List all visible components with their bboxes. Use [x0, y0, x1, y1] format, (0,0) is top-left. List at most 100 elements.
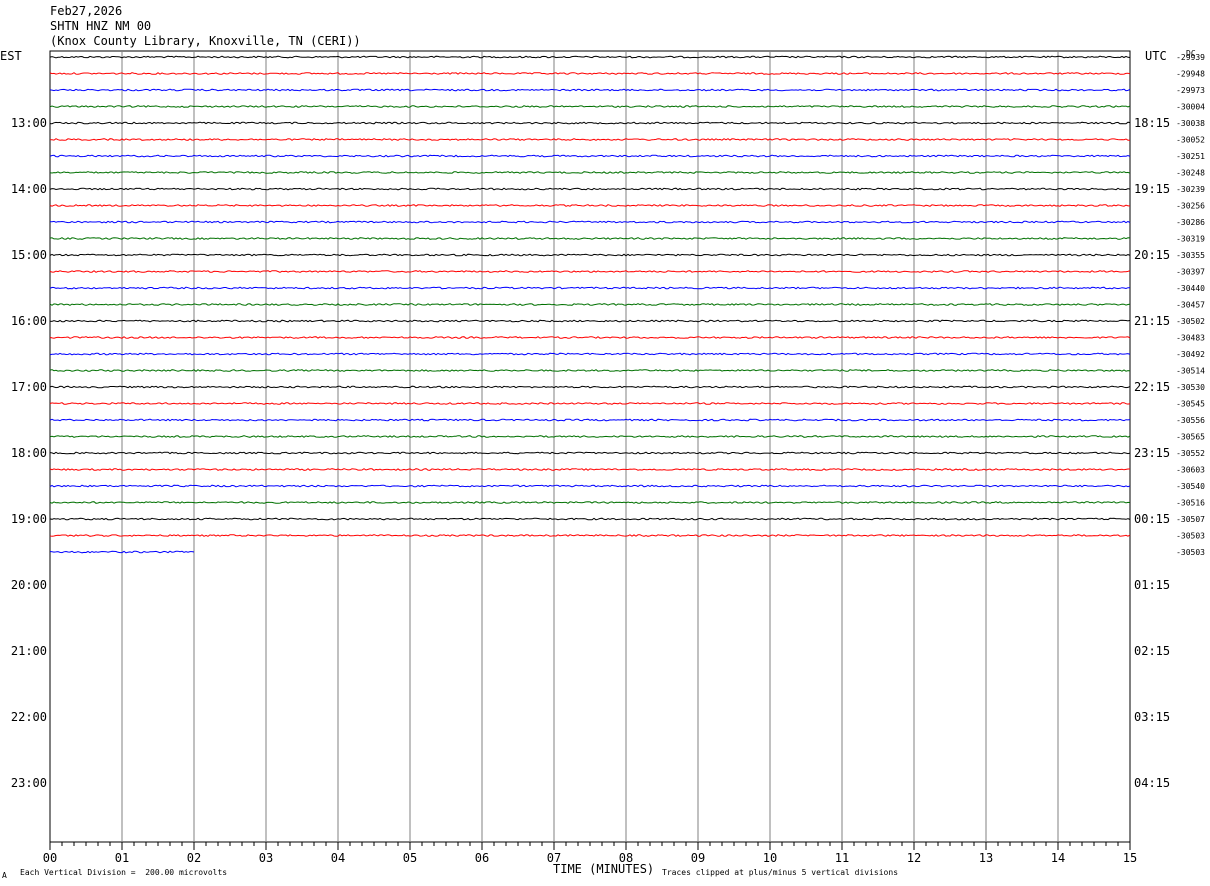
seismic-trace — [49, 385, 1131, 389]
seismic-trace — [50, 220, 1131, 224]
dc-offset-label: -30256 — [1176, 202, 1205, 211]
dc-offset-label: -29973 — [1176, 86, 1205, 95]
dc-offset-label: -30507 — [1176, 515, 1205, 524]
left-hour-label: 14:00 — [11, 182, 47, 196]
right-hour-label: 23:15 — [1134, 446, 1170, 460]
dc-offset-label: -30502 — [1176, 317, 1205, 326]
x-tick-label: 15 — [1123, 851, 1137, 865]
x-tick-label: 02 — [187, 851, 201, 865]
right-zone-label: UTC — [1145, 49, 1167, 63]
dc-offset-label: -30286 — [1176, 218, 1205, 227]
seismic-trace — [49, 72, 1131, 75]
dc-offset-label: -30440 — [1176, 284, 1205, 293]
seismic-trace — [49, 319, 1131, 323]
x-tick-label: 00 — [43, 851, 57, 865]
left-hour-label: 20:00 — [11, 578, 47, 592]
dc-offset-label: -30397 — [1176, 268, 1205, 277]
dc-offset-label: -30503 — [1176, 532, 1205, 541]
seismic-trace — [49, 88, 1131, 92]
seismic-trace — [49, 105, 1131, 108]
x-tick-label: 10 — [763, 851, 777, 865]
seismic-trace — [49, 501, 1131, 504]
dc-offset-label: -30530 — [1176, 383, 1205, 392]
seismic-trace — [49, 484, 1131, 488]
dc-offset-label: -30603 — [1176, 466, 1205, 475]
seismic-trace — [49, 336, 1131, 339]
seismic-trace — [49, 534, 1131, 537]
x-tick-label: 06 — [475, 851, 489, 865]
seismic-trace — [49, 270, 1131, 273]
seismic-trace — [49, 286, 1131, 290]
seismic-trace — [49, 402, 1131, 405]
right-hour-label: 00:15 — [1134, 512, 1170, 526]
seismic-trace — [49, 138, 1131, 141]
right-hour-label: 04:15 — [1134, 776, 1170, 790]
x-tick-label: 08 — [619, 851, 633, 865]
dc-offset-label: -29948 — [1176, 70, 1205, 79]
dc-offset-label: -29939 — [1176, 53, 1205, 62]
seismic-trace — [49, 154, 1131, 158]
left-hour-label: 22:00 — [11, 710, 47, 724]
x-tick-label: 12 — [907, 851, 921, 865]
dc-offset-label: -30552 — [1176, 449, 1205, 458]
seismic-trace — [49, 451, 1131, 455]
left-hour-label: 15:00 — [11, 248, 47, 262]
left-hour-label: 19:00 — [11, 512, 47, 526]
dc-offset-label: -30483 — [1176, 334, 1205, 343]
seismic-trace — [49, 369, 1131, 372]
dc-offset-label: -30556 — [1176, 416, 1205, 425]
dc-offset-label: -30248 — [1176, 169, 1205, 178]
seismic-trace — [49, 468, 1130, 471]
dc-offset-label: -30565 — [1176, 433, 1205, 442]
x-tick-label: 04 — [331, 851, 345, 865]
left-hour-label: 17:00 — [11, 380, 47, 394]
seismic-trace — [49, 517, 1131, 521]
seismic-trace — [49, 418, 1131, 422]
dc-offset-label: -30052 — [1176, 136, 1205, 145]
right-hour-label: 22:15 — [1134, 380, 1170, 394]
dc-offset-label: -30516 — [1176, 499, 1205, 508]
x-tick-label: 05 — [403, 851, 417, 865]
date-label: Feb27,2026 — [50, 4, 123, 18]
left-hour-label: 18:00 — [11, 446, 47, 460]
x-tick-label: 14 — [1051, 851, 1065, 865]
right-hour-label: 20:15 — [1134, 248, 1170, 262]
right-hour-label: 18:15 — [1134, 116, 1170, 130]
x-tick-label: 01 — [115, 851, 129, 865]
seismic-trace — [49, 187, 1131, 191]
right-hour-label: 03:15 — [1134, 710, 1170, 724]
left-hour-label: 13:00 — [11, 116, 47, 130]
dc-offset-label: -30038 — [1176, 119, 1205, 128]
dc-offset-label: -30492 — [1176, 350, 1205, 359]
vertical-division-note: Each Vertical Division = 200.00 microvol… — [20, 868, 228, 877]
right-hour-label: 01:15 — [1134, 578, 1170, 592]
seismic-trace — [49, 435, 1131, 438]
seismic-trace — [49, 204, 1130, 207]
seismic-trace — [49, 550, 195, 554]
station-label: SHTN HNZ NM 00 — [50, 19, 152, 33]
seismic-trace — [49, 237, 1131, 240]
right-hour-label: 19:15 — [1134, 182, 1170, 196]
dc-offset-label: -30545 — [1176, 400, 1205, 409]
x-axis-label: TIME (MINUTES) — [553, 862, 655, 876]
footer-mark: A — [2, 871, 7, 880]
x-tick-label: 13 — [979, 851, 993, 865]
left-hour-label: 23:00 — [11, 776, 47, 790]
seismic-trace — [49, 352, 1131, 356]
plot-frame — [49, 50, 1131, 843]
clip-note: Traces clipped at plus/minus 5 vertical … — [662, 868, 899, 877]
dc-label: DC — [1186, 49, 1196, 58]
dc-offset-label: -30503 — [1176, 548, 1205, 557]
right-hour-label: 21:15 — [1134, 314, 1170, 328]
right-hour-label: 02:15 — [1134, 644, 1170, 658]
left-hour-label: 16:00 — [11, 314, 47, 328]
x-tick-label: 11 — [835, 851, 849, 865]
seismic-trace — [49, 171, 1131, 174]
dc-offset-label: -30239 — [1176, 185, 1205, 194]
seismic-trace — [49, 121, 1131, 125]
seismic-trace — [49, 55, 1131, 59]
x-tick-label: 07 — [547, 851, 561, 865]
x-tick-label: 03 — [259, 851, 273, 865]
seismic-trace — [49, 253, 1131, 257]
